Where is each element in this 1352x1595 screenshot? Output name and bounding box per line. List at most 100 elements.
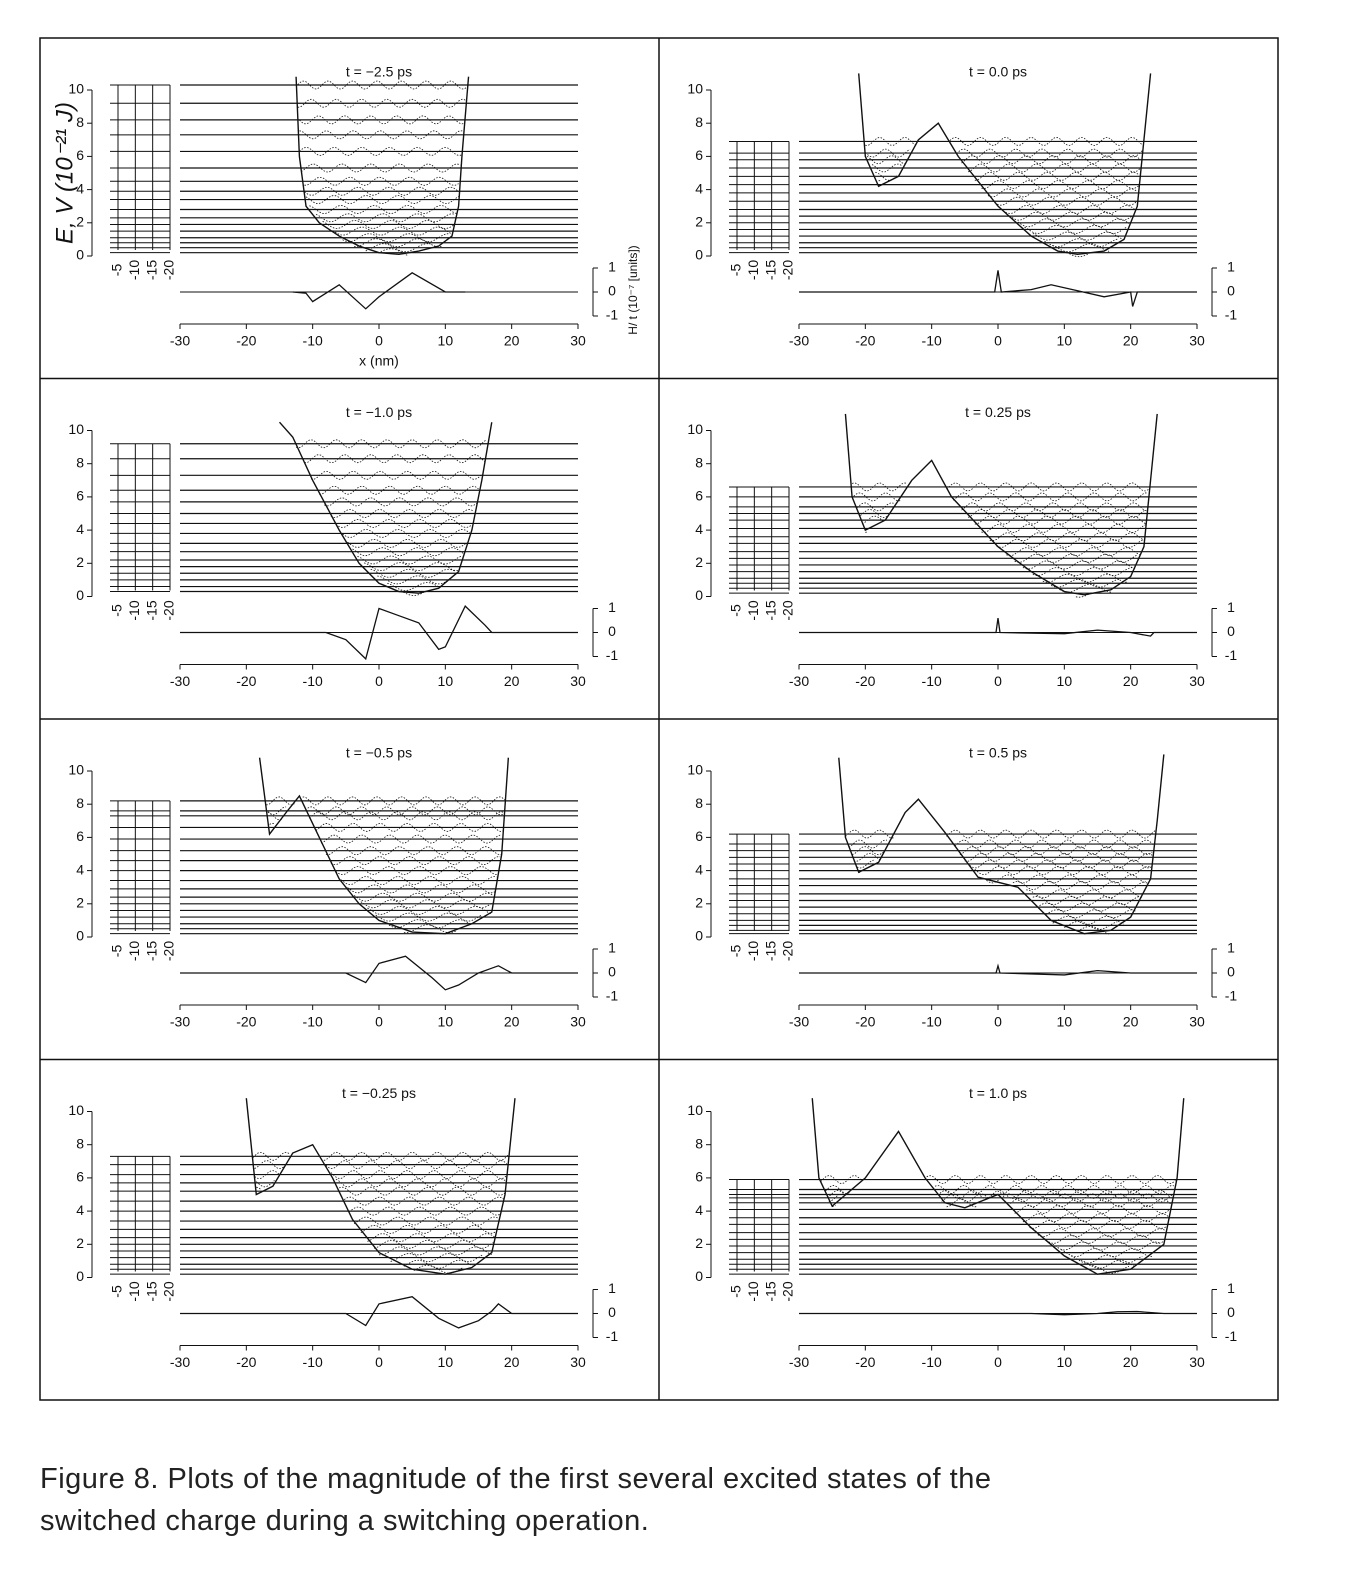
panel-title: t = −0.5 ps <box>346 745 412 761</box>
wavefunction <box>413 1264 464 1274</box>
residual-tick-label: 0 <box>1227 623 1235 639</box>
x-tick-label: 20 <box>504 1014 520 1030</box>
wavefunction <box>853 852 1153 862</box>
wavefunction <box>325 846 502 856</box>
y-tick-label: 6 <box>76 1169 84 1185</box>
potential <box>844 413 1158 596</box>
residual <box>180 955 578 991</box>
wavefunction <box>866 155 1141 165</box>
wavefunction <box>1042 573 1128 583</box>
potential <box>295 76 470 256</box>
y-tick-label: 8 <box>76 454 84 470</box>
mini-tick-label: -15 <box>762 600 778 620</box>
wavefunction <box>300 163 461 173</box>
x-tick-label: 20 <box>504 1354 520 1370</box>
mini-tick-label: -10 <box>126 260 142 280</box>
wavefunction <box>347 884 496 894</box>
wavefunction <box>1044 238 1118 248</box>
mini-tick-label: -5 <box>109 264 125 277</box>
wavefunction <box>256 1186 506 1196</box>
y-tick-label: 2 <box>76 554 84 570</box>
wavefunction <box>1026 889 1143 899</box>
wavefunction <box>1032 567 1133 577</box>
residual-tick-label: 1 <box>1227 259 1235 275</box>
wavefunction <box>851 846 1153 856</box>
y-tick-label: 4 <box>695 1202 703 1218</box>
y-tick-label: 4 <box>76 861 84 877</box>
y-tick-label: 0 <box>76 1268 84 1284</box>
wavefunction <box>299 146 463 156</box>
y-tick-label: 6 <box>695 1169 703 1185</box>
wavefunction <box>367 905 492 915</box>
x-tick-label: 0 <box>375 1014 383 1030</box>
mini-tick-label: -15 <box>762 941 778 961</box>
mini-tick-label: -20 <box>780 941 796 961</box>
wavefunction <box>860 509 1146 518</box>
residual <box>180 605 578 661</box>
mini-tick-label: -5 <box>109 1285 125 1298</box>
x-tick-label: -20 <box>855 333 875 349</box>
x-tick-label: 20 <box>504 673 520 689</box>
mini-tick-label: -5 <box>728 945 744 958</box>
residual-tick-label: 1 <box>1227 1280 1235 1296</box>
mini-tick-label: -5 <box>728 264 744 277</box>
residual-tick-label: -1 <box>606 988 619 1004</box>
wavefunction <box>357 555 462 565</box>
wavefunction <box>853 492 1148 502</box>
x-tick-label: -10 <box>303 1014 323 1030</box>
wavefunction <box>348 1206 501 1216</box>
y-tick-label: 4 <box>76 521 84 537</box>
x-tick-label: 10 <box>1057 673 1073 689</box>
wavefunction <box>254 1170 507 1180</box>
residual-tick-label: -1 <box>1225 1328 1238 1344</box>
residual-tick-label: -1 <box>606 307 619 323</box>
wavefunction <box>832 1198 1171 1208</box>
x-tick-label: -30 <box>789 1354 809 1370</box>
residual <box>292 272 466 310</box>
wavefunction <box>343 1196 504 1206</box>
wavefunction <box>299 130 464 140</box>
caption-line: switched charge during a switching opera… <box>40 1505 649 1537</box>
potential <box>245 1098 516 1275</box>
x-tick-label: 0 <box>375 673 383 689</box>
x-tick-label: -20 <box>236 333 256 349</box>
x-tick-label: 10 <box>438 1014 454 1030</box>
y-tick-label: 10 <box>687 1102 703 1118</box>
y-tick-label: 0 <box>695 247 703 263</box>
mini-tick-label: -15 <box>143 260 159 280</box>
residual-tick-label: -1 <box>606 647 619 663</box>
y-tick-label: 2 <box>695 895 703 911</box>
wavefunction <box>373 1239 494 1249</box>
wavefunction <box>1052 915 1125 925</box>
mini-tick-label: -15 <box>762 260 778 280</box>
x-tick-label: 0 <box>375 1354 383 1370</box>
mini-tick-label: -5 <box>109 604 125 617</box>
wavefunction <box>400 590 424 596</box>
y-tick-label: 4 <box>76 1202 84 1218</box>
residual <box>799 963 1197 976</box>
x-tick-label: -20 <box>855 1014 875 1030</box>
y-tick-label: 8 <box>695 1135 703 1151</box>
potential <box>811 1098 1185 1275</box>
wavefunction <box>319 485 479 495</box>
mini-tick-label: -10 <box>126 1281 142 1301</box>
y-tick-label: 8 <box>76 114 84 130</box>
residual-tick-label: 0 <box>608 964 616 980</box>
y-tick-label: 4 <box>695 861 703 877</box>
residual-tick-label: 0 <box>608 283 616 299</box>
y-tick-label: 10 <box>68 81 84 97</box>
wavefunction <box>252 1151 509 1161</box>
wavefunction <box>377 575 448 585</box>
x-tick-label: 10 <box>438 1354 454 1370</box>
residual-axis-label: H/ t (10⁻⁷ [units]) <box>626 245 640 334</box>
wavefunction <box>309 205 457 214</box>
y-tick-label: 2 <box>76 895 84 911</box>
mini-tick-label: -10 <box>745 941 761 961</box>
wavefunction <box>297 98 466 108</box>
wavefunction <box>304 454 486 464</box>
y-tick-label: 4 <box>695 180 703 196</box>
mini-tick-label: -20 <box>780 260 796 280</box>
x-tick-label: 10 <box>1057 1014 1073 1030</box>
mini-tick-label: -10 <box>745 260 761 280</box>
